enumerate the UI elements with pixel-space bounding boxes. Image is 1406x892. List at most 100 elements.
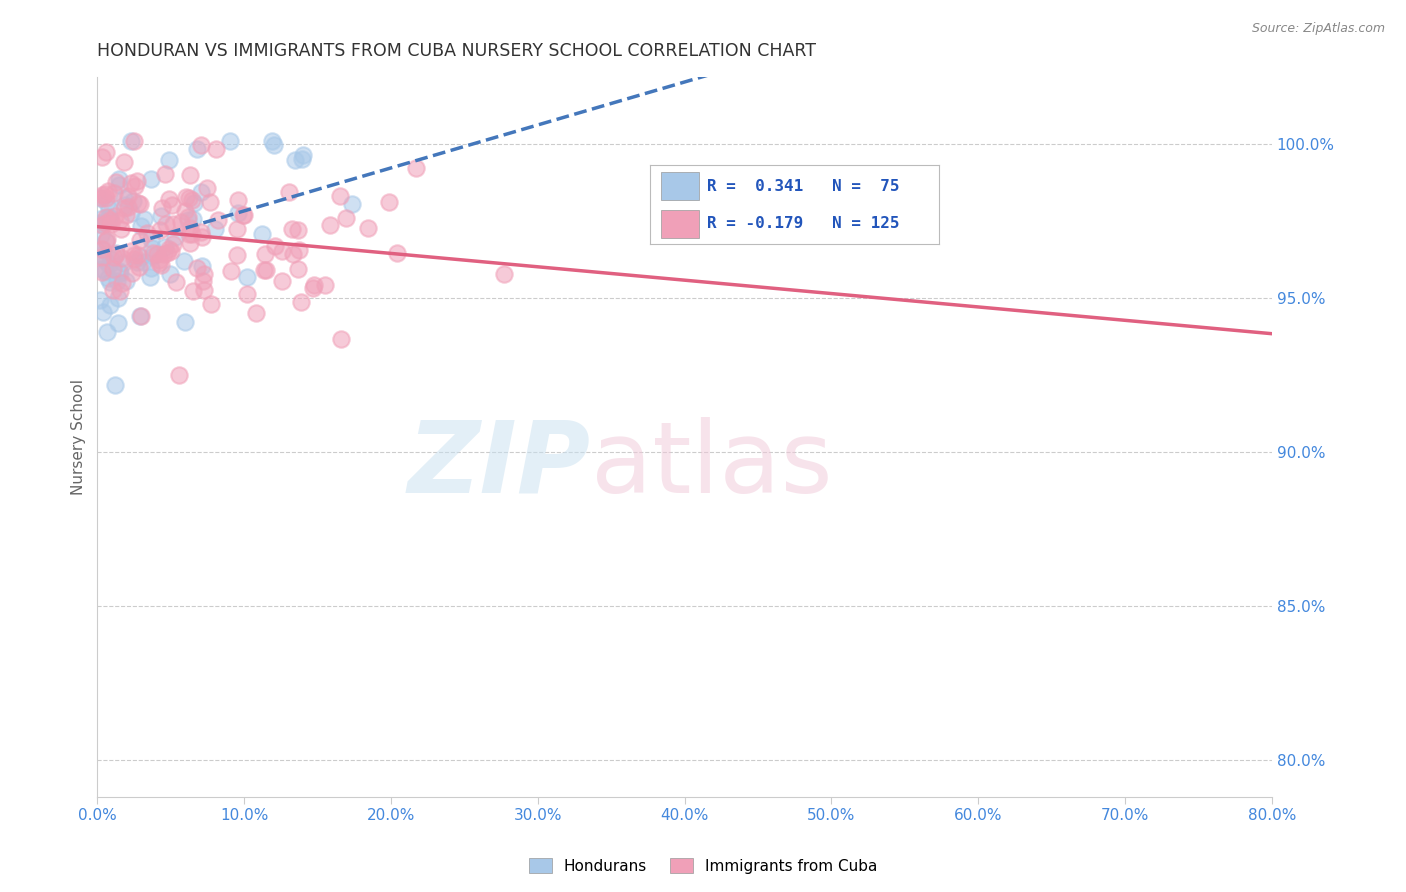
Point: [108, 264, 131, 278]
Point: [200, 195, 222, 210]
Point: [129, 197, 152, 211]
Point: [287, 223, 309, 237]
Point: [181, 193, 204, 207]
Point: [278, 185, 301, 199]
Point: [148, 253, 170, 268]
Point: [181, 284, 204, 298]
Text: atlas: atlas: [591, 417, 832, 514]
Point: [245, 306, 267, 320]
Point: [107, 171, 129, 186]
Point: [125, 174, 148, 188]
Point: [100, 217, 122, 231]
Point: [139, 232, 162, 246]
Point: [190, 138, 212, 153]
Point: [90, 191, 112, 205]
Point: [329, 332, 352, 346]
Point: [108, 284, 131, 298]
Point: [179, 221, 201, 235]
Point: [157, 153, 180, 168]
Point: [150, 201, 173, 215]
Point: [254, 246, 277, 260]
Point: [129, 219, 152, 233]
Point: [111, 276, 134, 290]
Point: [291, 152, 314, 166]
Point: [492, 268, 515, 282]
Point: [117, 189, 139, 203]
Point: [141, 241, 163, 255]
Point: [301, 281, 323, 295]
Point: [228, 193, 250, 207]
Point: [329, 188, 352, 202]
Point: [292, 147, 315, 161]
Point: [98, 211, 121, 225]
Point: [156, 246, 179, 260]
Point: [284, 153, 307, 167]
Point: [139, 261, 162, 276]
Point: [191, 259, 214, 273]
Point: [120, 244, 142, 258]
Point: [90, 262, 112, 277]
Point: [225, 222, 247, 236]
Point: [169, 368, 191, 383]
FancyBboxPatch shape: [661, 172, 699, 200]
Point: [98, 211, 121, 225]
Point: [131, 309, 153, 323]
Point: [287, 261, 309, 276]
Point: [128, 310, 150, 324]
Point: [110, 266, 132, 280]
Point: [100, 252, 122, 267]
Point: [111, 251, 134, 265]
Point: [357, 220, 380, 235]
Point: [250, 227, 273, 241]
Point: [89, 217, 111, 231]
Point: [191, 274, 214, 288]
Point: [96, 196, 118, 211]
Text: ZIP: ZIP: [408, 417, 591, 514]
Point: [100, 275, 122, 289]
Point: [228, 206, 250, 220]
Point: [90, 251, 112, 265]
Point: [103, 186, 125, 201]
Point: [157, 193, 180, 207]
Point: [205, 142, 228, 156]
Point: [122, 194, 145, 209]
Point: [155, 217, 177, 231]
Point: [120, 206, 142, 220]
Point: [94, 211, 117, 225]
Point: [236, 269, 259, 284]
Point: [97, 271, 120, 285]
Point: [148, 255, 170, 269]
Point: [122, 248, 145, 262]
Point: [340, 197, 363, 211]
Point: [176, 213, 198, 227]
Point: [271, 274, 294, 288]
Point: [150, 209, 173, 223]
Point: [122, 134, 145, 148]
Point: [94, 187, 117, 202]
Point: [160, 244, 183, 259]
Point: [200, 297, 222, 311]
Point: [104, 246, 127, 260]
Point: [129, 233, 152, 247]
Point: [112, 256, 135, 270]
Point: [236, 287, 259, 301]
Point: [100, 213, 122, 227]
Point: [96, 325, 118, 339]
Point: [181, 212, 204, 227]
Point: [162, 217, 184, 231]
Point: [174, 189, 197, 203]
Point: [98, 202, 121, 216]
Point: [139, 270, 162, 285]
Point: [127, 255, 149, 269]
Point: [290, 295, 312, 310]
Point: [91, 305, 114, 319]
Point: [103, 250, 125, 264]
Point: [94, 191, 117, 205]
Point: [89, 191, 111, 205]
Point: [378, 194, 401, 209]
Point: [107, 291, 129, 305]
FancyBboxPatch shape: [661, 210, 699, 238]
Point: [149, 223, 172, 237]
Point: [104, 377, 127, 392]
Point: [177, 191, 200, 205]
